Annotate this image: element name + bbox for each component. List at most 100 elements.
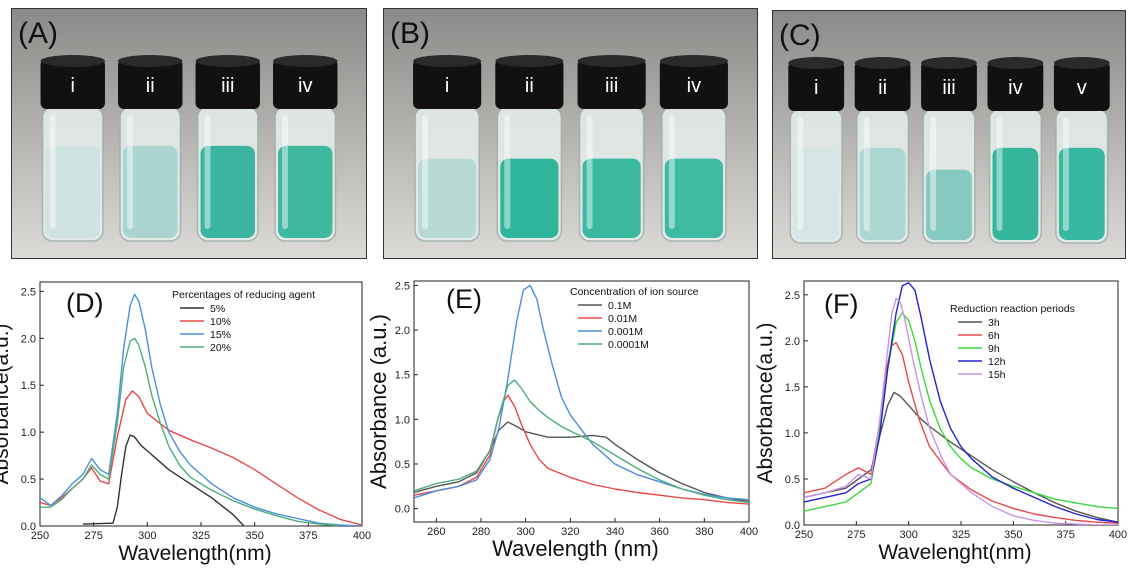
vial-cap-top <box>40 55 105 67</box>
vial-label: iii <box>942 77 955 99</box>
x-tick-label: 400 <box>1109 529 1127 541</box>
y-tick-label: 0.0 <box>785 520 800 532</box>
vial-cap <box>987 61 1044 111</box>
x-tick-label: 280 <box>472 526 490 538</box>
vial-cap-top <box>413 55 482 67</box>
y-tick-label: 0.5 <box>21 474 36 486</box>
vial-label: ii <box>525 75 534 97</box>
vial: ii <box>854 57 911 244</box>
x-tick-label: 320 <box>561 526 579 538</box>
x-tick-label: 400 <box>353 530 371 542</box>
legend-item-label: 0.01M <box>608 313 637 325</box>
chart-e: 260 280 300 320 340 360 380 400 0.0 0.5 1.0 1.5 2.0 2… <box>366 268 758 568</box>
x-tick-label: 400 <box>740 526 758 538</box>
y-tick-label: 2.0 <box>785 336 800 348</box>
vial-highlight <box>863 117 870 231</box>
y-tick-label: 2.5 <box>21 286 36 298</box>
vial-highlight <box>1062 117 1069 231</box>
vial-solution <box>418 158 477 238</box>
vial-highlight <box>504 115 511 229</box>
vial-cap <box>788 61 845 111</box>
vial: iii <box>921 57 977 244</box>
uv-vis-chart-f: 250 275 300 325 350 375 400 0.0 0.5 1.0 1.5 2.0 2.5 W… <box>754 280 1127 564</box>
vial-cap <box>495 59 564 109</box>
x-tick-label: 350 <box>1004 529 1022 541</box>
legend-item-label: 6h <box>988 330 1000 342</box>
uv-vis-chart-e: 260 280 300 320 340 360 380 400 0.0 0.5 1.0 1.5 2.0 2… <box>366 280 758 561</box>
legend-title: Percentages of reducing agent <box>172 289 315 301</box>
chart-panel-label: (D) <box>66 288 103 318</box>
x-tick-label: 375 <box>1056 529 1074 541</box>
x-tick-label: 300 <box>138 530 156 542</box>
vial: iii <box>195 55 260 242</box>
x-tick-label: 260 <box>427 526 445 538</box>
series-line-3h <box>804 391 1118 523</box>
x-tick-label: 360 <box>650 526 668 538</box>
y-tick-label: 0.0 <box>21 521 36 533</box>
vial-cap <box>118 59 183 109</box>
vial: ii <box>495 55 564 242</box>
chart-panel-label: (E) <box>446 284 482 314</box>
y-tick-label: 1.5 <box>21 380 36 392</box>
legend-item-label: 15h <box>988 369 1006 381</box>
photo-panel-a: (A) i ii iii iv <box>11 8 367 259</box>
vial-cap <box>854 61 911 111</box>
legend-item-label: 9h <box>988 343 1000 355</box>
series-line-15h <box>804 297 1118 525</box>
legend-item-label: 0.001M <box>608 326 643 338</box>
vial-highlight <box>127 115 134 229</box>
y-tick-label: 2.5 <box>395 280 410 292</box>
legend-item-label: 12h <box>988 356 1006 368</box>
x-tick-label: 250 <box>31 530 49 542</box>
vial-highlight <box>49 115 56 229</box>
uv-vis-chart-d: 250 275 300 325 350 375 400 0.0 0.5 1.0 1.5 2.0 2.5 W… <box>0 281 371 565</box>
vial-solution <box>500 158 559 238</box>
vial: i <box>413 55 482 242</box>
plot-frame <box>39 281 363 527</box>
vial-cap <box>273 59 338 109</box>
series-line-10% <box>40 390 362 526</box>
vial-highlight <box>282 115 289 229</box>
series-line-0.0001M <box>414 379 749 504</box>
vial-label: ii <box>878 77 887 99</box>
vial-cap <box>921 61 977 111</box>
x-axis-title: Wavelength(nm) <box>118 542 271 565</box>
x-tick-label: 300 <box>899 529 917 541</box>
vial-highlight <box>586 115 593 229</box>
vial-label: i <box>445 75 449 97</box>
vial-solution <box>859 147 906 240</box>
series-line-0.001M <box>414 284 749 501</box>
series-line-5% <box>82 434 245 526</box>
series-line-0.01M <box>414 394 749 505</box>
vial-cap <box>413 59 482 109</box>
x-tick-label: 325 <box>952 529 970 541</box>
photo-panel-b: (B) i ii iii iv <box>383 8 758 259</box>
vial-highlight <box>996 117 1003 231</box>
y-tick-label: 1.0 <box>21 427 36 439</box>
vial: iv <box>659 55 728 242</box>
vial-solution <box>278 145 333 238</box>
legend-item-label: 5% <box>210 303 225 315</box>
vial-solution <box>200 145 255 238</box>
vial-solution <box>582 158 641 238</box>
x-tick-label: 380 <box>695 526 713 538</box>
vial-highlight <box>204 115 211 229</box>
vial-highlight <box>797 117 804 231</box>
vial-cap-top <box>577 55 646 67</box>
vial-label: iv <box>1008 77 1022 99</box>
x-axis-title: Wavelength (nm) <box>492 536 659 561</box>
vial-cap-top <box>659 55 728 67</box>
vial-label: iii <box>221 75 234 97</box>
vial: iii <box>577 55 646 242</box>
y-tick-label: 2.5 <box>785 290 800 302</box>
vial: i <box>40 55 105 242</box>
series-line-6h <box>804 341 1118 524</box>
vial-label: iv <box>687 75 701 97</box>
vial-cap-top <box>1053 57 1110 69</box>
vial-solution <box>926 169 972 240</box>
x-tick-label: 300 <box>516 526 534 538</box>
vial-label: i <box>71 75 75 97</box>
y-tick-label: 1.5 <box>395 370 410 382</box>
photo-panel-label: (C) <box>779 19 821 52</box>
x-tick-label: 325 <box>192 530 210 542</box>
